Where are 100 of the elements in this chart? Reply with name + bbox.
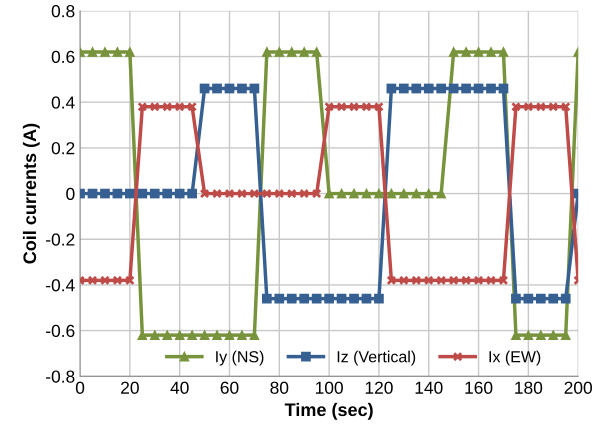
x-tick-label: 100 (316, 382, 343, 394)
point (212, 330, 222, 340)
x-tick-label: 40 (170, 382, 189, 394)
point (125, 47, 135, 57)
point (560, 294, 571, 304)
point (162, 188, 172, 198)
point (212, 84, 222, 94)
point (274, 47, 284, 57)
point (362, 294, 372, 304)
point (536, 102, 546, 112)
y-tick-label: 0.4 (52, 96, 75, 109)
point (250, 84, 260, 94)
legend-label: Iz (Vertical) (338, 350, 416, 366)
point (112, 47, 122, 57)
point (286, 188, 297, 198)
x-tick-label: 60 (220, 382, 238, 394)
point (237, 188, 247, 198)
point (150, 188, 160, 198)
point (374, 102, 384, 112)
point (349, 102, 359, 112)
point (386, 84, 396, 94)
point (411, 188, 422, 198)
point (461, 84, 471, 94)
point (436, 84, 446, 94)
y-tick-label: -0.2 (46, 233, 74, 246)
legend-label: Iy (NS) (216, 350, 264, 366)
point (374, 294, 384, 304)
y-axis-title: Coil currents (A) (22, 124, 40, 264)
point (299, 188, 310, 198)
x-tick-label: 20 (121, 382, 139, 394)
point (262, 47, 272, 57)
point (398, 188, 409, 198)
point (125, 188, 135, 198)
point (560, 102, 571, 112)
point (237, 330, 247, 340)
point (511, 102, 521, 112)
point (448, 47, 459, 57)
point (386, 188, 396, 198)
point (386, 275, 396, 286)
point (162, 330, 172, 340)
y-tick-label: 0.8 (52, 5, 74, 18)
point (486, 84, 496, 94)
point (349, 294, 359, 304)
point (262, 188, 272, 198)
point (524, 294, 534, 304)
point (162, 102, 172, 112)
point (486, 275, 496, 286)
point (436, 275, 446, 286)
point (362, 188, 372, 198)
point (286, 294, 297, 304)
x-tick-label: 160 (465, 382, 492, 394)
point (286, 47, 297, 57)
point (100, 275, 110, 286)
legend-label: Ix (EW) (489, 350, 540, 366)
point (362, 102, 372, 112)
x-tick-label: 180 (515, 382, 542, 394)
point (424, 84, 434, 94)
point (274, 294, 284, 304)
point (474, 84, 484, 94)
point (125, 275, 135, 286)
point (336, 294, 346, 304)
point (88, 47, 98, 57)
point (174, 330, 185, 340)
point (448, 275, 459, 286)
point (250, 188, 260, 198)
y-tick-label: 0 (66, 188, 75, 200)
point (150, 330, 160, 340)
x-tick-label: 140 (416, 382, 443, 394)
point (88, 275, 98, 286)
point (299, 47, 310, 57)
point (299, 294, 310, 304)
point (336, 188, 346, 198)
point (112, 275, 122, 286)
point (374, 188, 384, 198)
point (548, 294, 558, 304)
point (349, 188, 359, 198)
point (448, 84, 459, 94)
point (200, 188, 210, 198)
point (474, 275, 484, 286)
point (424, 275, 434, 286)
point (312, 188, 322, 198)
point (486, 47, 496, 57)
point (411, 275, 422, 286)
point (324, 102, 334, 112)
x-tick-label: 200 (564, 382, 592, 394)
point (498, 84, 508, 94)
y-tick-label: -0.6 (46, 324, 74, 338)
point (461, 47, 471, 57)
point (424, 188, 434, 198)
point (200, 84, 210, 94)
point (536, 294, 546, 304)
point (137, 102, 148, 112)
point (498, 47, 508, 57)
point (498, 275, 508, 286)
point (536, 330, 546, 340)
point (187, 330, 197, 340)
point (461, 275, 471, 286)
point (200, 330, 210, 340)
point (187, 102, 197, 112)
point (312, 47, 322, 57)
